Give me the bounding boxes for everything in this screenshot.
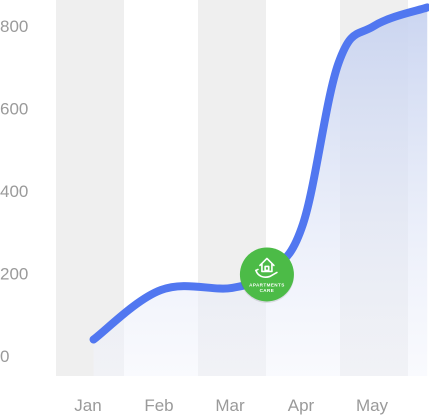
marker-circle bbox=[240, 247, 294, 301]
y-tick-label: 800 bbox=[0, 17, 28, 36]
x-tick-label: Feb bbox=[144, 396, 173, 415]
y-axis-ticks: 0 200 400 600 800 bbox=[0, 17, 28, 366]
marker-text-line2: CARE bbox=[260, 288, 275, 293]
x-axis-ticks: Jan Feb Mar Apr May bbox=[74, 396, 388, 415]
x-tick-label: Jan bbox=[74, 396, 101, 415]
x-tick-label: May bbox=[356, 396, 389, 415]
y-tick-label: 0 bbox=[0, 347, 9, 366]
y-tick-label: 400 bbox=[0, 182, 28, 201]
x-tick-label: Mar bbox=[215, 396, 245, 415]
y-tick-label: 600 bbox=[0, 100, 28, 119]
marker-text-line1: APARTMENTS bbox=[249, 282, 285, 287]
x-tick-label: Apr bbox=[288, 396, 315, 415]
y-tick-label: 200 bbox=[0, 265, 28, 284]
